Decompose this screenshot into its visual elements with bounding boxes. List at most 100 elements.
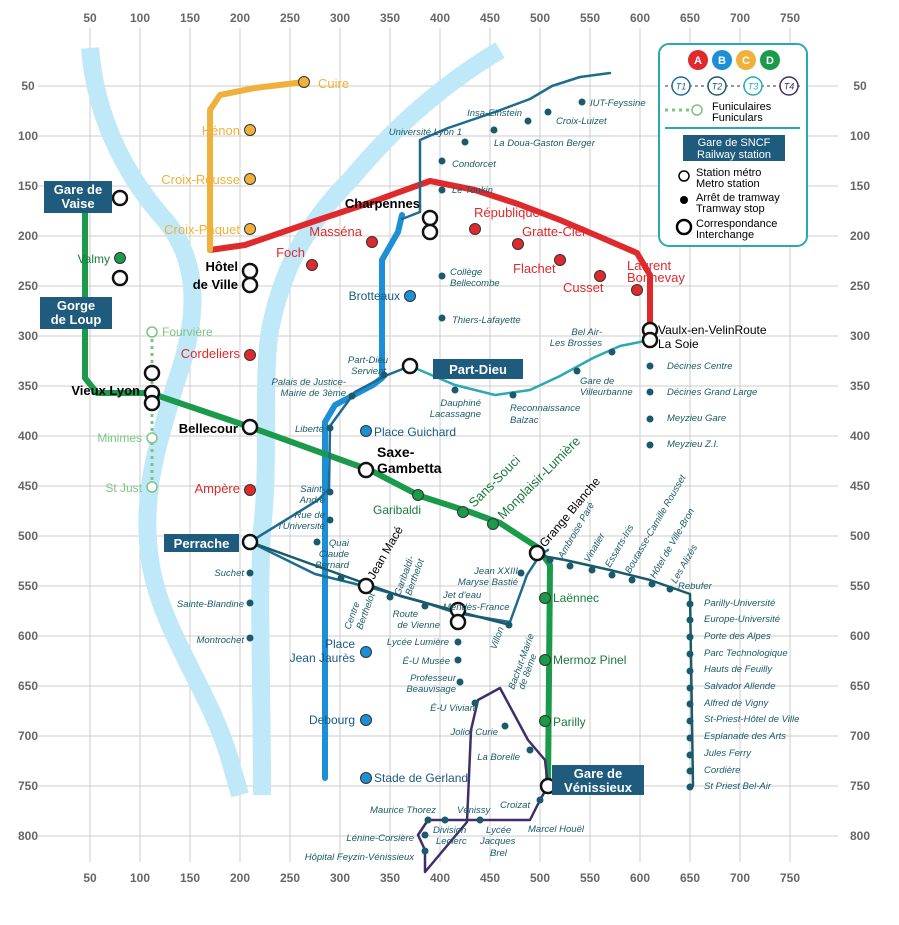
tram-stop xyxy=(326,516,334,524)
tram-stop xyxy=(588,566,596,574)
saone-river xyxy=(81,47,249,798)
x-tick-bottom: 100 xyxy=(130,871,150,885)
interchange-ring xyxy=(641,331,659,349)
metro-station xyxy=(469,223,481,235)
tram-stop-label: Bernard xyxy=(315,560,350,571)
tram-stop xyxy=(438,314,446,322)
tram-stop xyxy=(509,391,517,399)
legend-line-d xyxy=(760,50,780,70)
tram-stop-label: Bel Air- xyxy=(571,327,602,338)
metro-station xyxy=(631,284,643,296)
metro-station xyxy=(244,173,256,185)
metro-station xyxy=(539,654,551,666)
tram-stop-label: Parc Technologique xyxy=(704,648,788,659)
tram-stop xyxy=(646,441,654,449)
line-t1 xyxy=(400,71,612,221)
x-tick-bottom: 550 xyxy=(580,871,600,885)
legend-metro-en: Metro station xyxy=(696,178,760,190)
legend-sncf-box xyxy=(683,135,785,161)
station-box xyxy=(40,297,112,329)
y-tick-right: 600 xyxy=(850,629,870,643)
metro-station xyxy=(244,484,256,496)
tram-stop-label: Reconnaissance xyxy=(510,403,580,414)
x-tick-top: 700 xyxy=(730,11,750,25)
tram-stop xyxy=(686,767,694,775)
legend-line-label: A xyxy=(694,55,702,67)
tram-stop xyxy=(578,98,586,106)
tram-stop xyxy=(424,816,432,824)
y-tick-right: 200 xyxy=(850,229,870,243)
x-tick-bottom: 650 xyxy=(680,871,700,885)
y-tick-right: 400 xyxy=(850,429,870,443)
tram-stop-label: André xyxy=(299,495,325,506)
y-tick-left: 100 xyxy=(18,129,38,143)
metro-station-label: Cordeliers xyxy=(181,346,241,361)
station-box-label: Perrache xyxy=(174,536,230,551)
tram-stop-label: Claude xyxy=(319,549,349,560)
legend-tram-en: Tramway stop xyxy=(696,203,765,215)
tram-stop xyxy=(313,538,321,546)
tram-stop-label: Jules Ferry xyxy=(703,748,752,759)
tram-stop-label: Marcel Houël xyxy=(528,824,585,835)
tram-stop xyxy=(608,571,616,579)
tram-stop xyxy=(456,678,464,686)
rivers xyxy=(81,42,505,798)
y-tick-left: 800 xyxy=(18,829,38,843)
x-tick-top: 100 xyxy=(130,11,150,25)
tram-stop-label: St-Priest-Hôtel de Ville xyxy=(704,714,799,725)
tram-stop xyxy=(326,424,334,432)
tram-stop-label: Europe-Université xyxy=(704,614,780,625)
metro-station-label: Laënnec xyxy=(553,591,599,605)
tram-stop-label: Brel xyxy=(490,848,508,859)
tram-stop-label: Croizat xyxy=(500,800,530,811)
metro-station xyxy=(298,76,310,88)
tram-stop xyxy=(438,272,446,280)
metro-station-label: République xyxy=(474,205,540,220)
x-tick-bottom: 700 xyxy=(730,871,750,885)
legend-line-b xyxy=(712,50,732,70)
y-tick-right: 450 xyxy=(850,479,870,493)
funicular-station xyxy=(146,326,158,338)
tram-stop xyxy=(421,847,429,855)
funicular-station-label: Fourvière xyxy=(162,325,213,339)
metro-station-label: Brotteaux xyxy=(349,289,400,303)
metro-station xyxy=(487,518,499,530)
station-box-label: de Loup xyxy=(51,312,102,327)
tram-stop-label: Insa-Einstein xyxy=(467,108,522,119)
tram-stop xyxy=(544,108,552,116)
tram-stop-label: Montrochet xyxy=(196,635,244,646)
metro-station-label: Parilly xyxy=(553,715,586,729)
metro-station-label: Jean Jaurès xyxy=(290,651,355,665)
tram-stop xyxy=(546,556,554,564)
metro-station xyxy=(539,592,551,604)
y-tick-right: 650 xyxy=(850,679,870,693)
x-tick-top: 150 xyxy=(180,11,200,25)
y-tick-left: 350 xyxy=(18,379,38,393)
x-tick-top: 300 xyxy=(330,11,350,25)
y-tick-left: 200 xyxy=(18,229,38,243)
tram-stop xyxy=(246,599,254,607)
tram-stop xyxy=(471,699,479,707)
x-tick-bottom: 250 xyxy=(280,871,300,885)
interchange-ring xyxy=(241,533,259,551)
metro-station-label: Cuire xyxy=(318,76,349,91)
station-box xyxy=(433,359,523,379)
tram-stop xyxy=(438,157,446,165)
metro-station-label: Foch xyxy=(276,245,305,260)
tram-stop xyxy=(686,751,694,759)
x-tick-bottom: 500 xyxy=(530,871,550,885)
tram-stop-label: Jet d'eau xyxy=(442,590,482,601)
metro-station xyxy=(360,714,372,726)
y-tick-right: 800 xyxy=(850,829,870,843)
station-box-label: Part-Dieu xyxy=(449,362,507,377)
metro-station-label: Cusset xyxy=(563,280,604,295)
tram-stop xyxy=(536,796,544,804)
interchange-ring xyxy=(143,364,161,382)
metro-station-label: Croix-Rousse xyxy=(161,172,240,187)
tram-stop xyxy=(517,569,525,577)
tram-stop-label: Lacassagne xyxy=(430,409,481,420)
tram-stop xyxy=(490,126,498,134)
tram-stop-label: Jacques xyxy=(479,836,516,847)
tram-stop-label: Décines Grand Large xyxy=(667,387,757,398)
